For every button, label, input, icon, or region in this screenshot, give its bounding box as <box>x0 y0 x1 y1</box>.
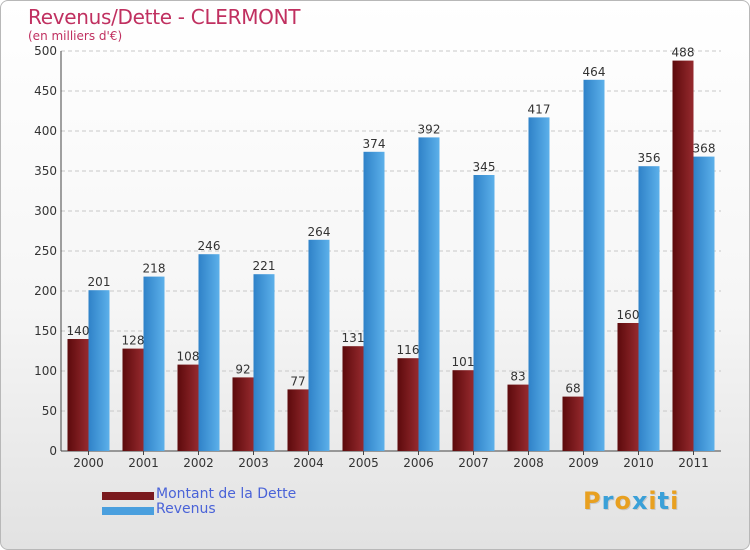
bar-dette <box>507 384 529 451</box>
x-tick-label: 2011 <box>678 456 709 470</box>
bar-dette <box>452 370 474 451</box>
y-tick-label: 350 <box>34 164 57 178</box>
x-tick-label: 2002 <box>183 456 214 470</box>
data-label-revenus: 345 <box>473 160 496 174</box>
bar-revenus <box>198 254 220 451</box>
bar-revenus <box>418 137 440 451</box>
logo-letter: t <box>657 487 671 515</box>
y-tick-label: 200 <box>34 284 57 298</box>
data-label-revenus: 374 <box>363 137 386 151</box>
x-tick-label: 2004 <box>293 456 324 470</box>
x-tick-label: 2009 <box>568 456 599 470</box>
proxiti-logo: Proxiti <box>583 487 679 515</box>
bar-revenus <box>143 276 165 451</box>
bar-dette <box>232 377 254 451</box>
x-tick-label: 2000 <box>73 456 104 470</box>
data-label-dette: 77 <box>290 374 305 388</box>
bar-dette <box>397 358 419 451</box>
y-tick-label: 250 <box>34 244 57 258</box>
data-label-revenus: 356 <box>638 151 661 165</box>
data-label-dette: 83 <box>510 370 525 384</box>
bar-dette <box>617 323 639 451</box>
data-label-dette: 131 <box>342 331 365 345</box>
logo-letter: o <box>614 487 632 515</box>
y-tick-label: 0 <box>49 444 57 458</box>
bar-revenus <box>253 274 275 451</box>
data-label-revenus: 246 <box>198 239 221 253</box>
bar-revenus <box>528 117 550 452</box>
data-label-dette: 101 <box>452 355 475 369</box>
x-tick-label: 2008 <box>513 456 544 470</box>
x-tick-label: 2001 <box>128 456 159 470</box>
bar-dette <box>67 339 89 451</box>
data-label-revenus: 417 <box>528 102 551 116</box>
data-label-dette: 488 <box>672 46 695 60</box>
data-label-dette: 108 <box>177 350 200 364</box>
data-label-dette: 140 <box>67 324 90 338</box>
bar-revenus <box>638 166 660 451</box>
data-label-revenus: 264 <box>308 225 331 239</box>
x-tick-label: 2005 <box>348 456 379 470</box>
x-tick-label: 2003 <box>238 456 269 470</box>
data-label-dette: 160 <box>617 308 640 322</box>
bar-dette <box>177 364 199 451</box>
chart-title: Revenus/Dette - CLERMONT <box>28 5 301 29</box>
x-tick-label: 2006 <box>403 456 434 470</box>
y-tick-label: 50 <box>42 404 57 418</box>
logo-letter: i <box>648 487 658 515</box>
bar-dette <box>562 396 584 451</box>
legend-label-revenus: Revenus <box>156 501 216 517</box>
bar-dette <box>287 389 309 451</box>
data-label-revenus: 392 <box>418 122 441 136</box>
data-label-dette: 68 <box>565 382 580 396</box>
bar-revenus <box>88 290 110 451</box>
data-label-revenus: 464 <box>583 65 606 79</box>
legend-swatch-dette <box>102 492 154 500</box>
legend-label-dette: Montant de la Dette <box>156 486 297 502</box>
logo-letter: P <box>583 487 602 515</box>
y-tick-label: 100 <box>34 364 57 378</box>
legend-swatch-revenus <box>102 507 154 515</box>
y-tick-label: 150 <box>34 324 57 338</box>
y-tick-label: 500 <box>34 44 57 58</box>
bar-revenus <box>308 239 330 451</box>
data-label-dette: 116 <box>397 343 420 357</box>
chart-subtitle: (en milliers d'€) <box>28 29 123 43</box>
data-label-revenus: 368 <box>693 142 716 156</box>
bar-revenus <box>363 151 385 452</box>
bar-dette <box>342 346 364 451</box>
bar-revenus <box>693 156 715 451</box>
y-tick-label: 400 <box>34 124 57 138</box>
bar-dette <box>122 348 144 451</box>
x-tick-label: 2007 <box>458 456 489 470</box>
logo-letter: r <box>601 487 615 515</box>
x-tick-label: 2010 <box>623 456 654 470</box>
data-label-revenus: 221 <box>253 259 276 273</box>
logo-letter: x <box>631 487 649 515</box>
bar-revenus <box>473 175 495 451</box>
y-tick-label: 450 <box>34 84 57 98</box>
data-label-revenus: 201 <box>88 275 111 289</box>
data-label-dette: 128 <box>122 334 145 348</box>
bar-dette <box>672 60 694 451</box>
data-label-dette: 92 <box>235 362 250 376</box>
logo-letter: i <box>670 487 680 515</box>
y-tick-label: 300 <box>34 204 57 218</box>
data-label-revenus: 218 <box>143 262 166 276</box>
bar-revenus <box>583 79 605 452</box>
